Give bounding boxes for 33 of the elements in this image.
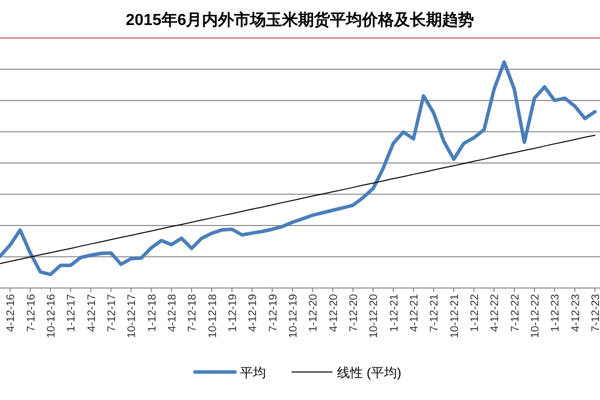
x-tick-label: 10-12-19 — [287, 294, 300, 338]
x-tick-label: 10-12-21 — [448, 294, 461, 338]
x-tick-label: 10-12-18 — [206, 294, 219, 338]
x-tick-label: 4-12-21 — [408, 294, 420, 332]
x-tick-label: 7-12-19 — [267, 294, 280, 332]
chart-title: 2015年6月内外市场玉米期货平均价格及长期趋势 — [126, 11, 474, 29]
x-tick-label: 10-12-20 — [368, 294, 380, 338]
x-tick-label: 1-12-20 — [308, 294, 320, 332]
x-tick-label: 7-12-21 — [428, 294, 441, 332]
x-tick-label: 7-12-20 — [348, 294, 360, 332]
x-tick-label: 7-12-23 — [590, 294, 600, 332]
x-tick-label: 1-12-22 — [468, 294, 481, 332]
x-tick-label: 4-12-20 — [328, 294, 340, 332]
x-tick-label: 4-12-18 — [166, 294, 178, 332]
x-tick-label: 4-12-22 — [489, 294, 502, 332]
x-tick-label: 7-12-22 — [509, 294, 522, 332]
legend-label: 线性 (平均) — [337, 365, 402, 380]
x-tick-label: 10-12-22 — [529, 294, 542, 338]
x-tick-label: 1-12-17 — [66, 294, 78, 332]
x-tick-label: 1-12-18 — [146, 294, 158, 332]
x-tick-label: 10-12-17 — [126, 294, 138, 338]
x-tick-label: 1-12-21 — [388, 294, 400, 332]
x-tick-label: 10-12-16 — [45, 294, 58, 338]
x-tick-label: 7-12-16 — [25, 294, 38, 332]
x-tick-label: 4-12-17 — [86, 294, 98, 332]
x-tick-label: 7-12-18 — [186, 294, 199, 332]
x-tick-label: 1-12-23 — [550, 294, 562, 332]
x-tick-label: 7-12-17 — [106, 294, 118, 332]
x-tick-label: 4-12-23 — [570, 294, 582, 332]
x-tick-label: 4-12-19 — [247, 294, 260, 332]
x-tick-label: 1-12-19 — [226, 294, 239, 332]
x-tick-label: 4-12-16 — [5, 294, 18, 332]
legend-label: 平均 — [240, 365, 266, 380]
